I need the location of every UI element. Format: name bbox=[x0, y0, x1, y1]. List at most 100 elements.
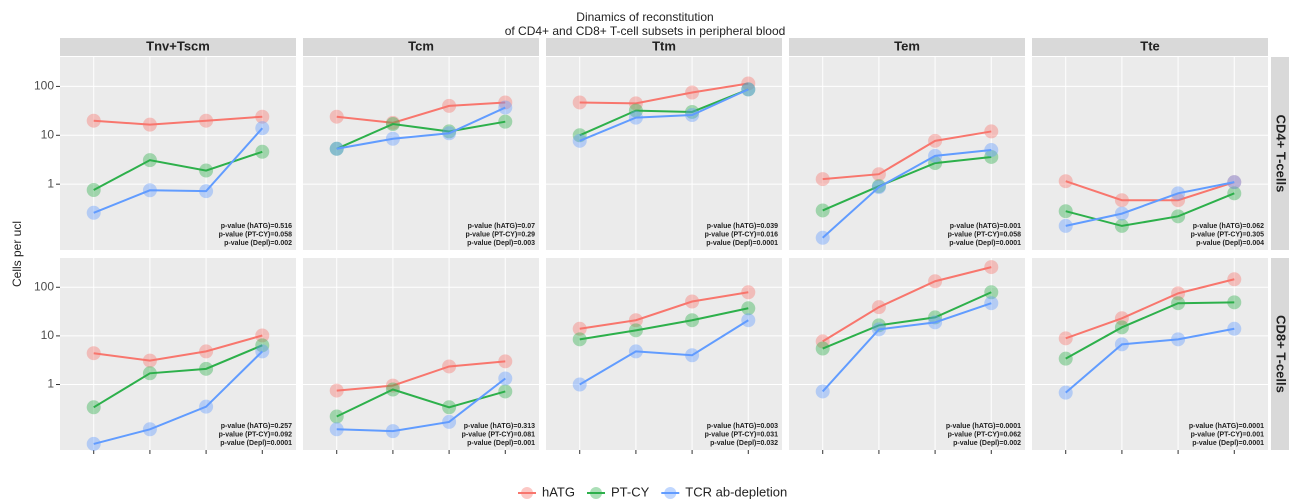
strip-background bbox=[1271, 57, 1289, 250]
series-line bbox=[336, 377, 506, 433]
legend-label: hATG bbox=[542, 484, 575, 499]
series-line bbox=[822, 149, 992, 239]
series-line bbox=[93, 115, 263, 126]
p-value-annotation: p-value (PT-CY)=0.058 bbox=[219, 231, 292, 238]
panel-background bbox=[1032, 258, 1268, 450]
strip-background bbox=[1032, 38, 1268, 56]
data-point bbox=[984, 143, 999, 158]
data-point bbox=[86, 205, 101, 220]
data-point bbox=[142, 183, 157, 198]
data-point bbox=[984, 124, 999, 139]
data-point bbox=[442, 98, 457, 113]
data-point bbox=[572, 95, 587, 110]
data-point bbox=[86, 400, 101, 415]
column-strip-label: Tte bbox=[1140, 38, 1160, 53]
data-point bbox=[1171, 296, 1186, 311]
series-line bbox=[336, 360, 506, 392]
chart-title: of CD4+ and CD8+ T-cell subsets in perip… bbox=[505, 24, 786, 38]
p-value-annotation: p-value (Depl)=0.032 bbox=[710, 440, 778, 447]
series-line bbox=[336, 120, 506, 150]
data-point bbox=[142, 422, 157, 437]
data-point bbox=[572, 377, 587, 392]
data-point bbox=[199, 163, 214, 178]
p-value-annotation: p-value (PT-CY)=0.092 bbox=[219, 431, 292, 438]
data-point bbox=[1114, 311, 1129, 326]
y-tick-label: 10 bbox=[41, 328, 55, 342]
p-value-annotation: p-value (hATG)=0.313 bbox=[464, 423, 535, 430]
data-point bbox=[86, 113, 101, 128]
p-value-annotation: p-value (PT-CY)=0.031 bbox=[705, 431, 778, 438]
data-point bbox=[255, 344, 270, 359]
data-point bbox=[1227, 175, 1242, 190]
data-point bbox=[329, 383, 344, 398]
series-line bbox=[93, 344, 263, 409]
data-point bbox=[815, 172, 830, 187]
data-point bbox=[86, 436, 101, 451]
series-line bbox=[93, 350, 263, 445]
series-line bbox=[1065, 327, 1235, 394]
series-line bbox=[821, 302, 992, 393]
p-value-annotation: p-value (hATG)=0.07 bbox=[468, 223, 535, 230]
data-point bbox=[572, 321, 587, 336]
p-value-annotation: p-value (PT-CY)=0.305 bbox=[1191, 231, 1264, 238]
legend-label: PT-CY bbox=[611, 484, 650, 499]
data-point bbox=[1114, 206, 1129, 221]
series-line bbox=[336, 101, 506, 124]
data-point bbox=[199, 113, 214, 128]
data-point bbox=[628, 110, 643, 125]
data-point bbox=[498, 100, 513, 115]
p-value-annotation: p-value (Depl)=0.002 bbox=[953, 440, 1021, 447]
data-point bbox=[628, 323, 643, 338]
data-point bbox=[984, 260, 999, 275]
data-point bbox=[871, 167, 886, 182]
series-line bbox=[579, 88, 749, 137]
data-point bbox=[442, 124, 457, 139]
p-value-annotation: p-value (hATG)=0.257 bbox=[221, 423, 292, 430]
series-line bbox=[579, 319, 749, 386]
p-value-annotation: p-value (PT-CY)=0.081 bbox=[462, 431, 535, 438]
column-strip-label: Tnv+Tscm bbox=[146, 38, 210, 53]
data-point bbox=[442, 126, 457, 141]
data-point bbox=[984, 296, 999, 311]
series-line bbox=[822, 266, 992, 343]
data-point bbox=[329, 109, 344, 124]
series-line bbox=[579, 307, 749, 341]
series-line bbox=[336, 106, 506, 150]
data-point bbox=[255, 121, 270, 136]
data-point bbox=[385, 131, 400, 146]
p-value-annotation: p-value (PT-CY)=0.016 bbox=[705, 231, 778, 238]
series-line bbox=[1065, 278, 1235, 340]
data-point bbox=[255, 144, 270, 159]
data-point bbox=[984, 285, 999, 300]
data-point bbox=[199, 361, 214, 376]
data-point bbox=[498, 114, 513, 129]
data-point bbox=[928, 156, 943, 171]
series-line bbox=[822, 291, 992, 350]
data-point bbox=[442, 400, 457, 415]
column-strip-label: Tcm bbox=[408, 38, 434, 53]
series-line bbox=[579, 291, 749, 330]
strip-background bbox=[60, 38, 296, 56]
p-value-annotation: p-value (hATG)=0.003 bbox=[707, 423, 778, 430]
p-value-annotation: p-value (hATG)=0.039 bbox=[707, 223, 778, 230]
data-point bbox=[385, 424, 400, 439]
p-value-annotation: p-value (hATG)=0.0001 bbox=[1189, 423, 1264, 430]
data-point bbox=[329, 141, 344, 156]
data-point bbox=[1114, 193, 1129, 208]
p-value-annotation: p-value (Depl)=0.004 bbox=[1196, 240, 1264, 247]
p-value-annotation: p-value (Depl)=0.0001 bbox=[220, 440, 292, 447]
data-point bbox=[815, 230, 830, 245]
data-point bbox=[871, 300, 886, 315]
data-point bbox=[815, 384, 830, 399]
data-point bbox=[442, 414, 457, 429]
series-line bbox=[822, 155, 992, 212]
data-point bbox=[86, 346, 101, 361]
p-value-annotation: p-value (Depl)=0.002 bbox=[224, 240, 292, 247]
p-value-annotation: p-value (PT-CY)=0.058 bbox=[948, 231, 1021, 238]
data-point bbox=[498, 371, 513, 386]
row-strip-label: CD4+ T-cells bbox=[1274, 115, 1289, 193]
data-point bbox=[741, 82, 756, 97]
data-point bbox=[1058, 351, 1073, 366]
row-strip-label: CD8+ T-cells bbox=[1274, 315, 1289, 393]
data-point bbox=[984, 149, 999, 164]
